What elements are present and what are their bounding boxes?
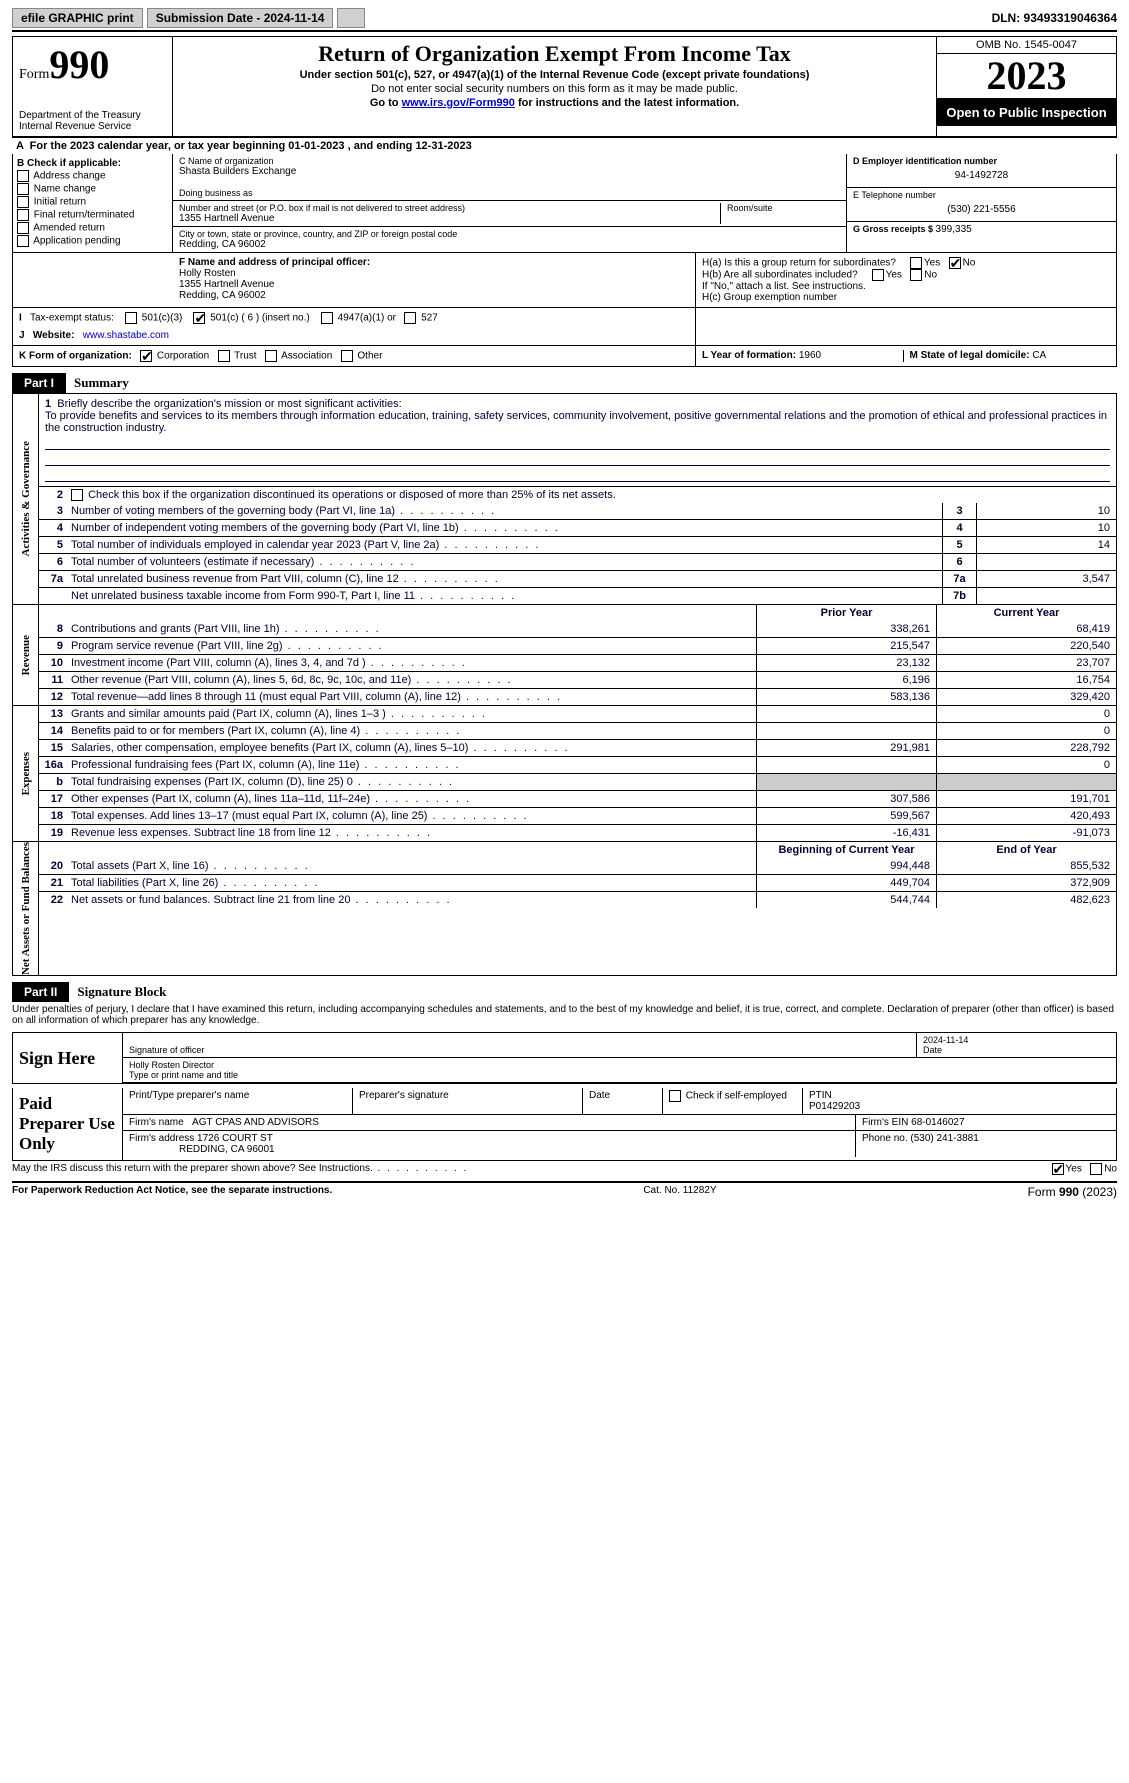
dln-number: DLN: 93493319046364	[992, 11, 1117, 25]
blank-button	[337, 8, 365, 28]
vtab-expenses: Expenses	[20, 752, 32, 795]
ein-cell: D Employer identification number 94-1492…	[847, 154, 1116, 188]
summary-line: 13Grants and similar amounts paid (Part …	[39, 706, 1116, 722]
footer-right: Form 990 (2023)	[1028, 1185, 1117, 1199]
state-domicile: M State of legal domicile: CA	[903, 350, 1111, 362]
summary-line: 10Investment income (Part VIII, column (…	[39, 654, 1116, 671]
summary-line: 15Salaries, other compensation, employee…	[39, 739, 1116, 756]
col-begin-year: Beginning of Current Year	[756, 842, 936, 858]
governance-section: Activities & Governance 1 Briefly descri…	[12, 393, 1117, 605]
efile-button[interactable]: efile GRAPHIC print	[12, 8, 143, 28]
summary-line: 7aTotal unrelated business revenue from …	[39, 570, 1116, 587]
sign-here-block: Sign Here Signature of officer 2024-11-1…	[12, 1032, 1117, 1084]
page-footer: For Paperwork Reduction Act Notice, see …	[12, 1181, 1117, 1199]
summary-line: 22Net assets or fund balances. Subtract …	[39, 891, 1116, 908]
public-inspection: Open to Public Inspection	[937, 99, 1116, 126]
city-cell: City or town, state or province, country…	[173, 227, 846, 252]
omb-number: OMB No. 1545-0047	[937, 37, 1116, 54]
part-1-header: Part I Summary	[12, 373, 1117, 393]
exempt-website-row: I Tax-exempt status: 501(c)(3) 501(c) ( …	[12, 308, 1117, 346]
summary-line: 19Revenue less expenses. Subtract line 1…	[39, 824, 1116, 841]
form-title: Return of Organization Exempt From Incom…	[179, 41, 930, 67]
summary-line: 5Total number of individuals employed in…	[39, 536, 1116, 553]
mission-block: 1 Briefly describe the organization's mi…	[39, 394, 1116, 486]
street-cell: Number and street (or P.O. box if mail i…	[173, 201, 846, 227]
officer-group-row: F Name and address of principal officer:…	[12, 253, 1117, 308]
summary-line: Net unrelated business taxable income fr…	[39, 587, 1116, 604]
form-number: Form990	[19, 41, 166, 88]
gross-receipts-cell: G Gross receipts $ 399,335	[847, 222, 1116, 237]
website-link[interactable]: www.shastabe.com	[83, 330, 169, 341]
sign-here-label: Sign Here	[13, 1033, 123, 1083]
form-subtitle-2: Do not enter social security numbers on …	[179, 83, 930, 95]
summary-line: bTotal fundraising expenses (Part IX, co…	[39, 773, 1116, 790]
top-bar: efile GRAPHIC print Submission Date - 20…	[12, 8, 1117, 32]
org-name-cell: C Name of organization Shasta Builders E…	[173, 154, 846, 201]
summary-line: 14Benefits paid to or for members (Part …	[39, 722, 1116, 739]
summary-line: 11Other revenue (Part VIII, column (A), …	[39, 671, 1116, 688]
year-formation: L Year of formation: 1960	[702, 350, 903, 362]
col-current-year: Current Year	[936, 605, 1116, 621]
paid-preparer-block: Paid Preparer Use Only Print/Type prepar…	[12, 1088, 1117, 1161]
identification-block: B Check if applicable: Address change Na…	[12, 154, 1117, 253]
summary-line: 3Number of voting members of the governi…	[39, 503, 1116, 519]
form-goto: Go to www.irs.gov/Form990 for instructio…	[179, 97, 930, 109]
footer-left: For Paperwork Reduction Act Notice, see …	[12, 1185, 332, 1199]
penalty-statement: Under penalties of perjury, I declare th…	[12, 1002, 1117, 1028]
box-h: H(a) Is this a group return for subordin…	[696, 253, 1116, 307]
summary-line: 20Total assets (Part X, line 16)994,4488…	[39, 858, 1116, 874]
revenue-section: Revenue Prior Year Current Year 8Contrib…	[12, 605, 1117, 706]
summary-line: 8Contributions and grants (Part VIII, li…	[39, 621, 1116, 637]
box-b: B Check if applicable: Address change Na…	[13, 154, 173, 252]
summary-line: 6Total number of volunteers (estimate if…	[39, 553, 1116, 570]
col-end-year: End of Year	[936, 842, 1116, 858]
summary-line: 12Total revenue—add lines 8 through 11 (…	[39, 688, 1116, 705]
footer-catno: Cat. No. 11282Y	[643, 1185, 716, 1199]
dept-treasury: Department of the TreasuryInternal Reven…	[19, 110, 166, 132]
phone-cell: E Telephone number (530) 221-5556	[847, 188, 1116, 222]
irs-discuss-row: May the IRS discuss this return with the…	[12, 1161, 1117, 1177]
expenses-section: Expenses 13Grants and similar amounts pa…	[12, 706, 1117, 842]
form-subtitle-1: Under section 501(c), 527, or 4947(a)(1)…	[179, 69, 930, 81]
submission-date: Submission Date - 2024-11-14	[147, 8, 334, 28]
formation-row: K Form of organization: Corporation Trus…	[12, 346, 1117, 367]
summary-line: 17Other expenses (Part IX, column (A), l…	[39, 790, 1116, 807]
summary-line: 4Number of independent voting members of…	[39, 519, 1116, 536]
vtab-revenue: Revenue	[20, 635, 32, 675]
paid-preparer-label: Paid Preparer Use Only	[13, 1088, 123, 1160]
vtab-netassets: Net Assets or Fund Balances	[20, 842, 32, 975]
form-header: Form990 Department of the TreasuryIntern…	[12, 36, 1117, 137]
tax-period: A For the 2023 calendar year, or tax yea…	[12, 137, 1117, 154]
tax-year: 2023	[937, 54, 1116, 99]
netassets-section: Net Assets or Fund Balances Beginning of…	[12, 842, 1117, 976]
vtab-governance: Activities & Governance	[20, 441, 32, 556]
summary-line: 21Total liabilities (Part X, line 26)449…	[39, 874, 1116, 891]
irs-link[interactable]: www.irs.gov/Form990	[402, 97, 515, 109]
summary-line: 9Program service revenue (Part VIII, lin…	[39, 637, 1116, 654]
box-f: F Name and address of principal officer:…	[179, 257, 370, 303]
summary-line: 16aProfessional fundraising fees (Part I…	[39, 756, 1116, 773]
part-2-header: Part II Signature Block	[12, 982, 1117, 1002]
officer-name: Holly Rosten DirectorType or print name …	[123, 1058, 1116, 1083]
col-prior-year: Prior Year	[756, 605, 936, 621]
summary-line: 18Total expenses. Add lines 13–17 (must …	[39, 807, 1116, 824]
